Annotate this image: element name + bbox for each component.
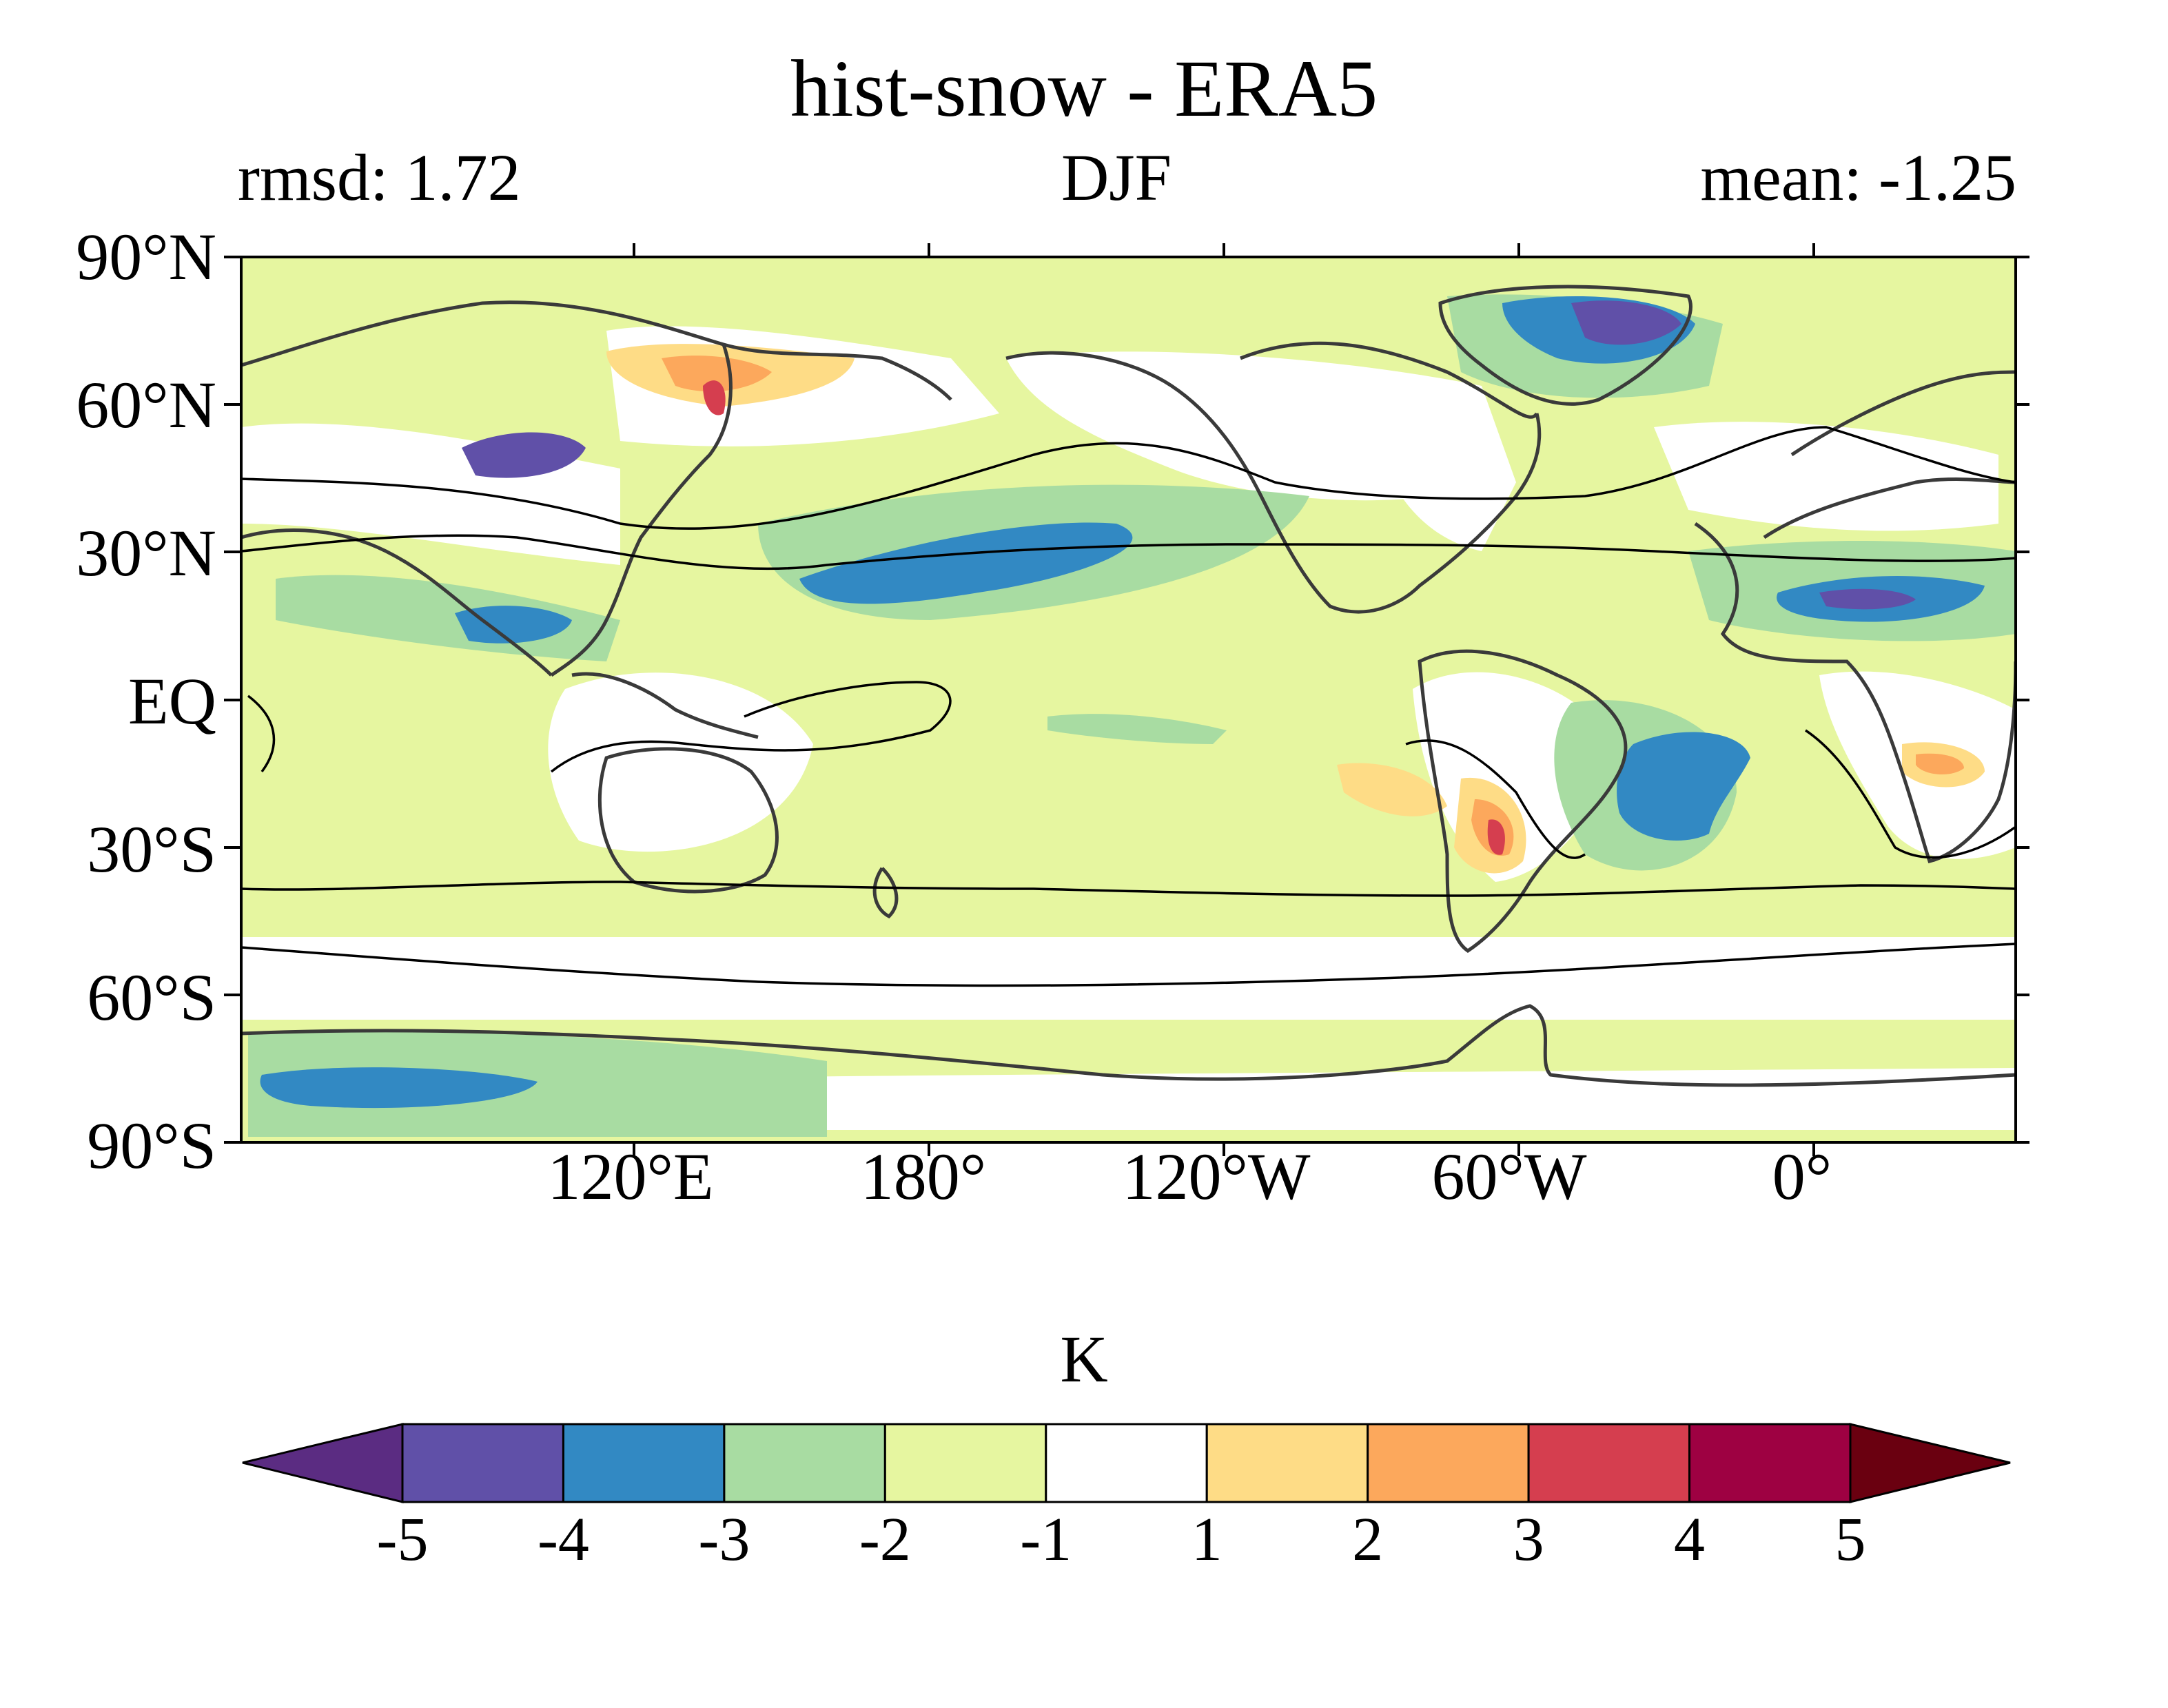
anomaly-field xyxy=(241,257,2016,1142)
field-siberia-red xyxy=(703,380,726,415)
colorbar-box xyxy=(723,1423,886,1503)
lon-tick-60w: 60°W xyxy=(1431,1140,1587,1213)
mean-label: mean: -1.25 xyxy=(1700,141,2016,214)
coastline-south-asia xyxy=(241,528,553,677)
map-title: hist-snow - ERA5 xyxy=(790,43,1378,134)
coastline-mediterranean xyxy=(1763,477,2016,539)
field-antarctic-green xyxy=(248,1031,827,1137)
field-chile-warm xyxy=(1337,763,1447,816)
colorbar-box xyxy=(883,1423,1047,1503)
tick-marks xyxy=(224,243,2029,1156)
colorbar-under-triangle xyxy=(242,1423,404,1503)
field-china-blue xyxy=(455,606,572,644)
coastline-canada xyxy=(1240,341,1539,419)
lon-tick-120e: 120°E xyxy=(547,1140,714,1213)
coastline-greenland xyxy=(1438,285,1693,406)
lat-tick-eq: EQ xyxy=(128,664,216,738)
colorbar-box xyxy=(562,1423,726,1503)
lat-tick-60n: 60°N xyxy=(76,368,216,442)
colorbar-tick-label: 5 xyxy=(1834,1505,1866,1574)
field-equatorial-pacific-green xyxy=(1047,714,1227,744)
colorbar-tick-label: 1 xyxy=(1191,1505,1223,1574)
lon-tick-0: 0° xyxy=(1772,1140,1832,1213)
coastline-north-america-west xyxy=(1005,351,1542,614)
colorbar-tick-label: 3 xyxy=(1513,1505,1544,1574)
lat-tick-30n: 30°N xyxy=(76,516,216,590)
colorbar-boxes xyxy=(401,1423,1852,1503)
coastline-indonesia xyxy=(571,672,759,739)
colorbar-box xyxy=(1205,1423,1369,1503)
field-south-atlantic-blue xyxy=(1617,732,1750,841)
field-sahel-purple xyxy=(1819,588,1916,610)
coastlines xyxy=(241,285,2016,1087)
coastline-east-asia xyxy=(550,344,733,677)
lat-tick-30s: 30°S xyxy=(87,812,216,886)
field-southern-ocean-wide xyxy=(241,958,2016,1020)
colorbar-box xyxy=(1527,1423,1691,1503)
field-antarctic-blue xyxy=(260,1067,538,1109)
field-andes-red xyxy=(1487,819,1505,855)
coastline-south-america xyxy=(1418,649,1628,954)
field-north-pacific-blue xyxy=(799,522,1133,604)
field-australia-white xyxy=(548,672,813,852)
lon-tick-180: 180° xyxy=(860,1140,987,1213)
coastline-africa xyxy=(1694,522,2016,863)
rmsd-label: rmsd: 1.72 xyxy=(238,141,521,214)
colorbar-tick-label: -1 xyxy=(1020,1505,1072,1574)
season-label: DJF xyxy=(1061,141,1172,214)
coastline-north-asia xyxy=(241,300,952,401)
field-siberia-orange xyxy=(662,356,772,392)
colorbar-tick-label: -3 xyxy=(698,1505,750,1574)
field-mongolia-purple xyxy=(462,432,586,478)
coastline-australia xyxy=(597,747,779,894)
colorbar-tick-label: -2 xyxy=(859,1505,911,1574)
colorbar-tick-label: 2 xyxy=(1352,1505,1384,1574)
colorbar-box xyxy=(401,1423,564,1503)
colorbar-tick-label: -4 xyxy=(537,1505,589,1574)
contour-lines xyxy=(241,426,2016,987)
contour-line-tropics-west xyxy=(247,681,952,773)
field-africa-orange xyxy=(1916,753,1964,775)
colorbar xyxy=(242,1423,2011,1503)
contour-line-subtropical-north xyxy=(241,534,2016,570)
colorbar-units: K xyxy=(1060,1322,1108,1396)
colorbar-tick-label: 4 xyxy=(1674,1505,1706,1574)
contour-line-southern-high xyxy=(241,943,2016,987)
colorbar-box xyxy=(1045,1423,1208,1503)
colorbar-tick-label: -5 xyxy=(376,1505,429,1574)
field-greenland-purple xyxy=(1571,300,1681,345)
contour-line-tropics-east xyxy=(1405,729,2016,859)
colorbar-over-triangle xyxy=(1849,1423,2011,1503)
coastline-antarctica xyxy=(241,1004,2016,1087)
contour-line-north-mid xyxy=(241,426,2016,530)
lat-tick-90s: 90°S xyxy=(87,1109,216,1182)
field-east-na-white xyxy=(1364,372,1516,551)
colorbar-box xyxy=(1688,1423,1852,1503)
lat-tick-60s: 60°S xyxy=(87,960,216,1034)
contour-line-southern-mid xyxy=(241,881,2016,897)
colorbar-box xyxy=(1367,1423,1530,1503)
coastline-europe-north xyxy=(1790,370,2016,457)
lat-tick-90n: 90°N xyxy=(76,220,216,294)
lon-tick-120w: 120°W xyxy=(1122,1140,1311,1213)
